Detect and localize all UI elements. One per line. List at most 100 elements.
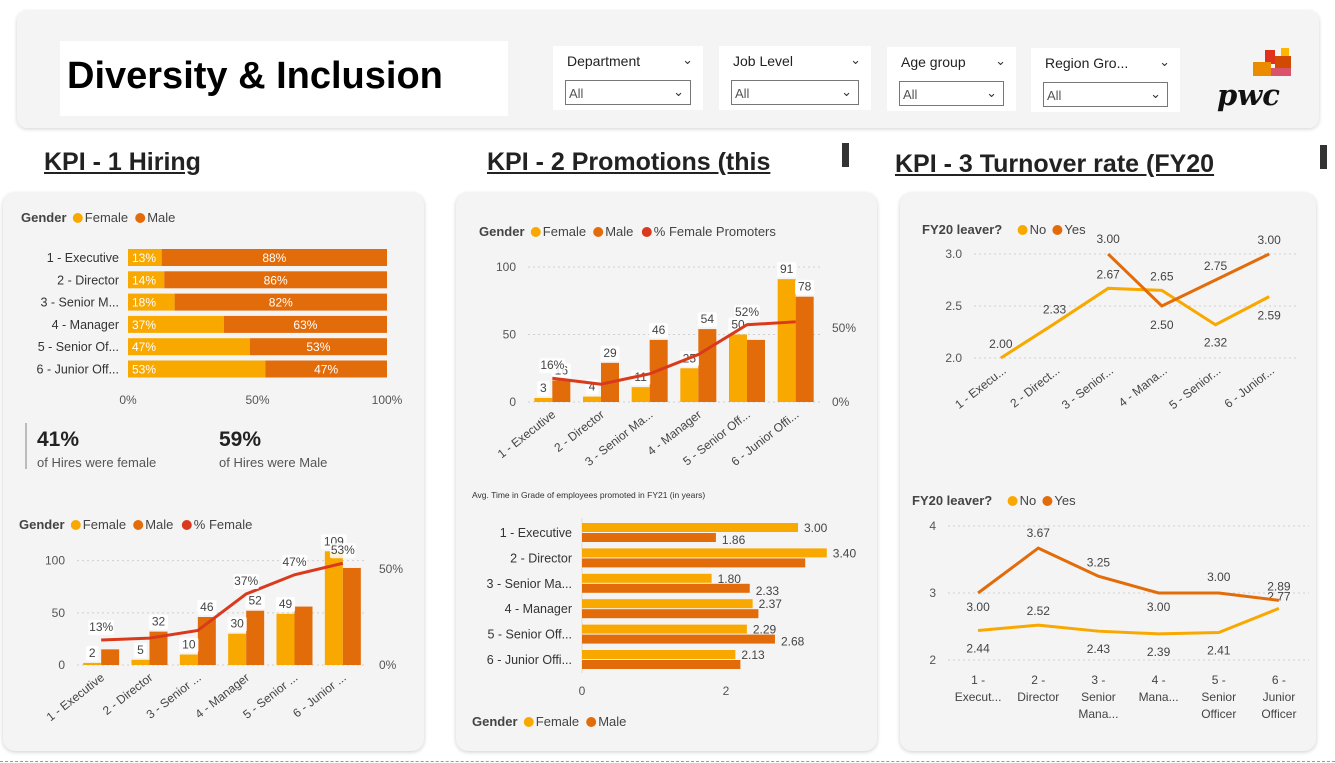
turnover-2-y-tick: 2 — [929, 653, 936, 667]
hiring-share-data-label-male: 47% — [314, 363, 338, 377]
promotions-line-series — [552, 320, 796, 386]
time-in-grade-bar-male — [582, 533, 716, 542]
chevron-down-icon[interactable]: ⌄ — [1159, 54, 1170, 69]
turnover-2-data-label-no: 2.41 — [1207, 644, 1231, 658]
hiring-share-bar-female — [128, 338, 250, 356]
slicer-department[interactable]: Department ⌄ All ⌄ — [553, 46, 703, 110]
hiring-counts-data-label-female: 10 — [182, 638, 196, 652]
hiring-counts-data-label-male: 52 — [248, 594, 262, 608]
chevron-down-icon[interactable]: ⌄ — [850, 52, 861, 67]
turnover-2-data-label-no: 2.39 — [1147, 645, 1171, 659]
turnover-1-y-tick: 3.0 — [945, 247, 962, 261]
time-in-grade-category-label: 2 - Director — [510, 551, 572, 565]
promotions-line-label-bg — [734, 304, 760, 320]
turnover-1-data-label-no: 2.32 — [1204, 336, 1228, 350]
hiring-share-data-label-female: 13% — [132, 251, 156, 265]
kpi1-card: Gender Female Male 1 - Executive 13% 88% 2 - D… — [3, 193, 424, 751]
promotions-data-label-male-bg — [600, 345, 620, 361]
time-in-grade-bar-male — [582, 609, 759, 619]
turnover-2-x-tick: Officer — [1261, 707, 1296, 721]
kpi2-card: Gender Female Male % Female Promoters 0 50 100… — [456, 193, 877, 751]
slicer-dropdown[interactable]: All ⌄ — [1043, 82, 1168, 107]
promotions-legend-marker-2 — [641, 227, 652, 237]
chevron-down-icon[interactable]: ⌄ — [986, 85, 997, 100]
promotions-bar-male — [747, 339, 765, 402]
hiring-counts-bar-female — [83, 662, 102, 665]
slicer-dropdown[interactable]: All ⌄ — [565, 80, 691, 105]
hiring-counts-legend-label-2: % Female — [194, 517, 253, 532]
hiring-counts-legend-label-0: Female — [83, 517, 126, 532]
hiring-share-legend-marker-0 — [72, 213, 83, 223]
hiring-counts-data-label-female-bg — [179, 637, 199, 653]
hiring-share-data-label-female: 18% — [132, 296, 156, 310]
slicer-job-level[interactable]: Job Level ⌄ All ⌄ — [719, 46, 871, 110]
slicer-dropdown[interactable]: All ⌄ — [899, 81, 1004, 106]
hiring-counts-data-label-male-bg — [148, 614, 169, 630]
hiring-counts-legend-title: Gender — [19, 517, 65, 532]
hiring-counts-data-label-female: 49 — [279, 597, 293, 611]
hiring-share-data-label-female: 37% — [132, 318, 156, 332]
turnover-1-x-tick: 1 - Execu... — [952, 363, 1008, 411]
slicer-dropdown[interactable]: All ⌄ — [731, 80, 859, 105]
turnover-1-line-no — [1000, 286, 1270, 360]
male-hire-caption: of Hires were Male — [219, 455, 328, 470]
turnover-2-data-label-no: 2.43 — [1087, 642, 1111, 656]
scroll-handle[interactable] — [842, 143, 849, 167]
hiring-share-data-label-male: 53% — [306, 340, 330, 354]
hiring-share-bar-male — [161, 249, 387, 266]
promotions-data-label-male: 54 — [701, 312, 715, 326]
hiring-share-category-label: 1 - Executive — [47, 251, 119, 265]
time-in-grade-category-label: 3 - Senior Ma... — [487, 577, 572, 591]
promotions-legend-marker-1 — [593, 227, 604, 237]
hiring-counts-line-label: 37% — [234, 574, 258, 588]
kpi1-charts: Gender Female Male 1 - Executive 13% 88% 2 - D… — [19, 210, 403, 724]
chevron-down-icon[interactable]: ⌄ — [1150, 86, 1161, 101]
hiring-share-bar-male — [223, 315, 387, 333]
hiring-share-bar-male — [174, 293, 387, 311]
turnover-1-data-label-no: 2.33 — [1043, 303, 1067, 317]
chevron-down-icon[interactable]: ⌄ — [841, 84, 852, 99]
turnover-1-data-label-yes: 3.00 — [1096, 232, 1120, 246]
promotions-line-label: 16% — [540, 358, 564, 372]
chevron-down-icon[interactable]: ⌄ — [682, 52, 693, 67]
hiring-counts-data-label-female-bg — [134, 642, 147, 658]
hiring-share-category-label: 5 - Senior Of... — [38, 340, 119, 354]
hiring-counts-y2-tick: 50% — [379, 562, 403, 576]
promotions-data-label-male-bg — [697, 312, 717, 328]
turnover-2-line-no — [977, 607, 1280, 636]
time-in-grade-bar-male — [582, 634, 775, 644]
turnover-2-y-tick: 4 — [929, 519, 936, 533]
chevron-down-icon[interactable]: ⌄ — [995, 53, 1006, 68]
turnover-2-legend-title: FY20 leaver? — [912, 493, 992, 508]
turnover-2-x-tick: 1 - — [971, 673, 985, 687]
turnover-1-data-label-yes: 2.50 — [1150, 318, 1174, 332]
promotions-legend-marker-0 — [530, 227, 541, 237]
promotions-bar-male — [552, 380, 571, 402]
slicer-label: Age group — [901, 54, 966, 70]
hiring-share-bar-female — [128, 360, 266, 378]
promotions-bar-female — [631, 387, 650, 402]
hiring-counts-data-label-male: 32 — [152, 615, 166, 629]
hiring-share-legend-label-1: Male — [147, 210, 175, 225]
time-in-grade-bar-female — [582, 573, 712, 583]
slicer-age-group[interactable]: Age group ⌄ All ⌄ — [887, 47, 1016, 111]
turnover-2-x-tick: Director — [1017, 690, 1059, 704]
time-in-grade-bar-male — [582, 583, 750, 593]
chevron-down-icon[interactable]: ⌄ — [673, 84, 684, 99]
turnover-1-data-label-no: 2.65 — [1150, 269, 1174, 283]
slicer-label: Job Level — [733, 53, 793, 69]
hiring-counts-line-label: 53% — [331, 543, 355, 557]
promotions-y2-tick: 0% — [832, 395, 850, 409]
turnover-1-x-tick: 4 - Mana... — [1116, 363, 1170, 409]
slicer-value: All — [1047, 88, 1062, 103]
scroll-handle[interactable] — [1320, 145, 1327, 169]
hiring-counts-bar-female — [324, 551, 343, 665]
hiring-share-x-tick: 100% — [372, 393, 403, 407]
hiring-counts-bar-male — [342, 567, 361, 665]
slicer-region-group[interactable]: Region Gro... ⌄ All ⌄ — [1031, 48, 1180, 112]
turnover-1-data-label-no: 2.00 — [989, 337, 1013, 351]
promotions-line-label-bg — [539, 358, 566, 374]
turnover-1-x-tick: 6 - Junior... — [1222, 363, 1277, 411]
hiring-counts-bar-male — [101, 649, 120, 665]
